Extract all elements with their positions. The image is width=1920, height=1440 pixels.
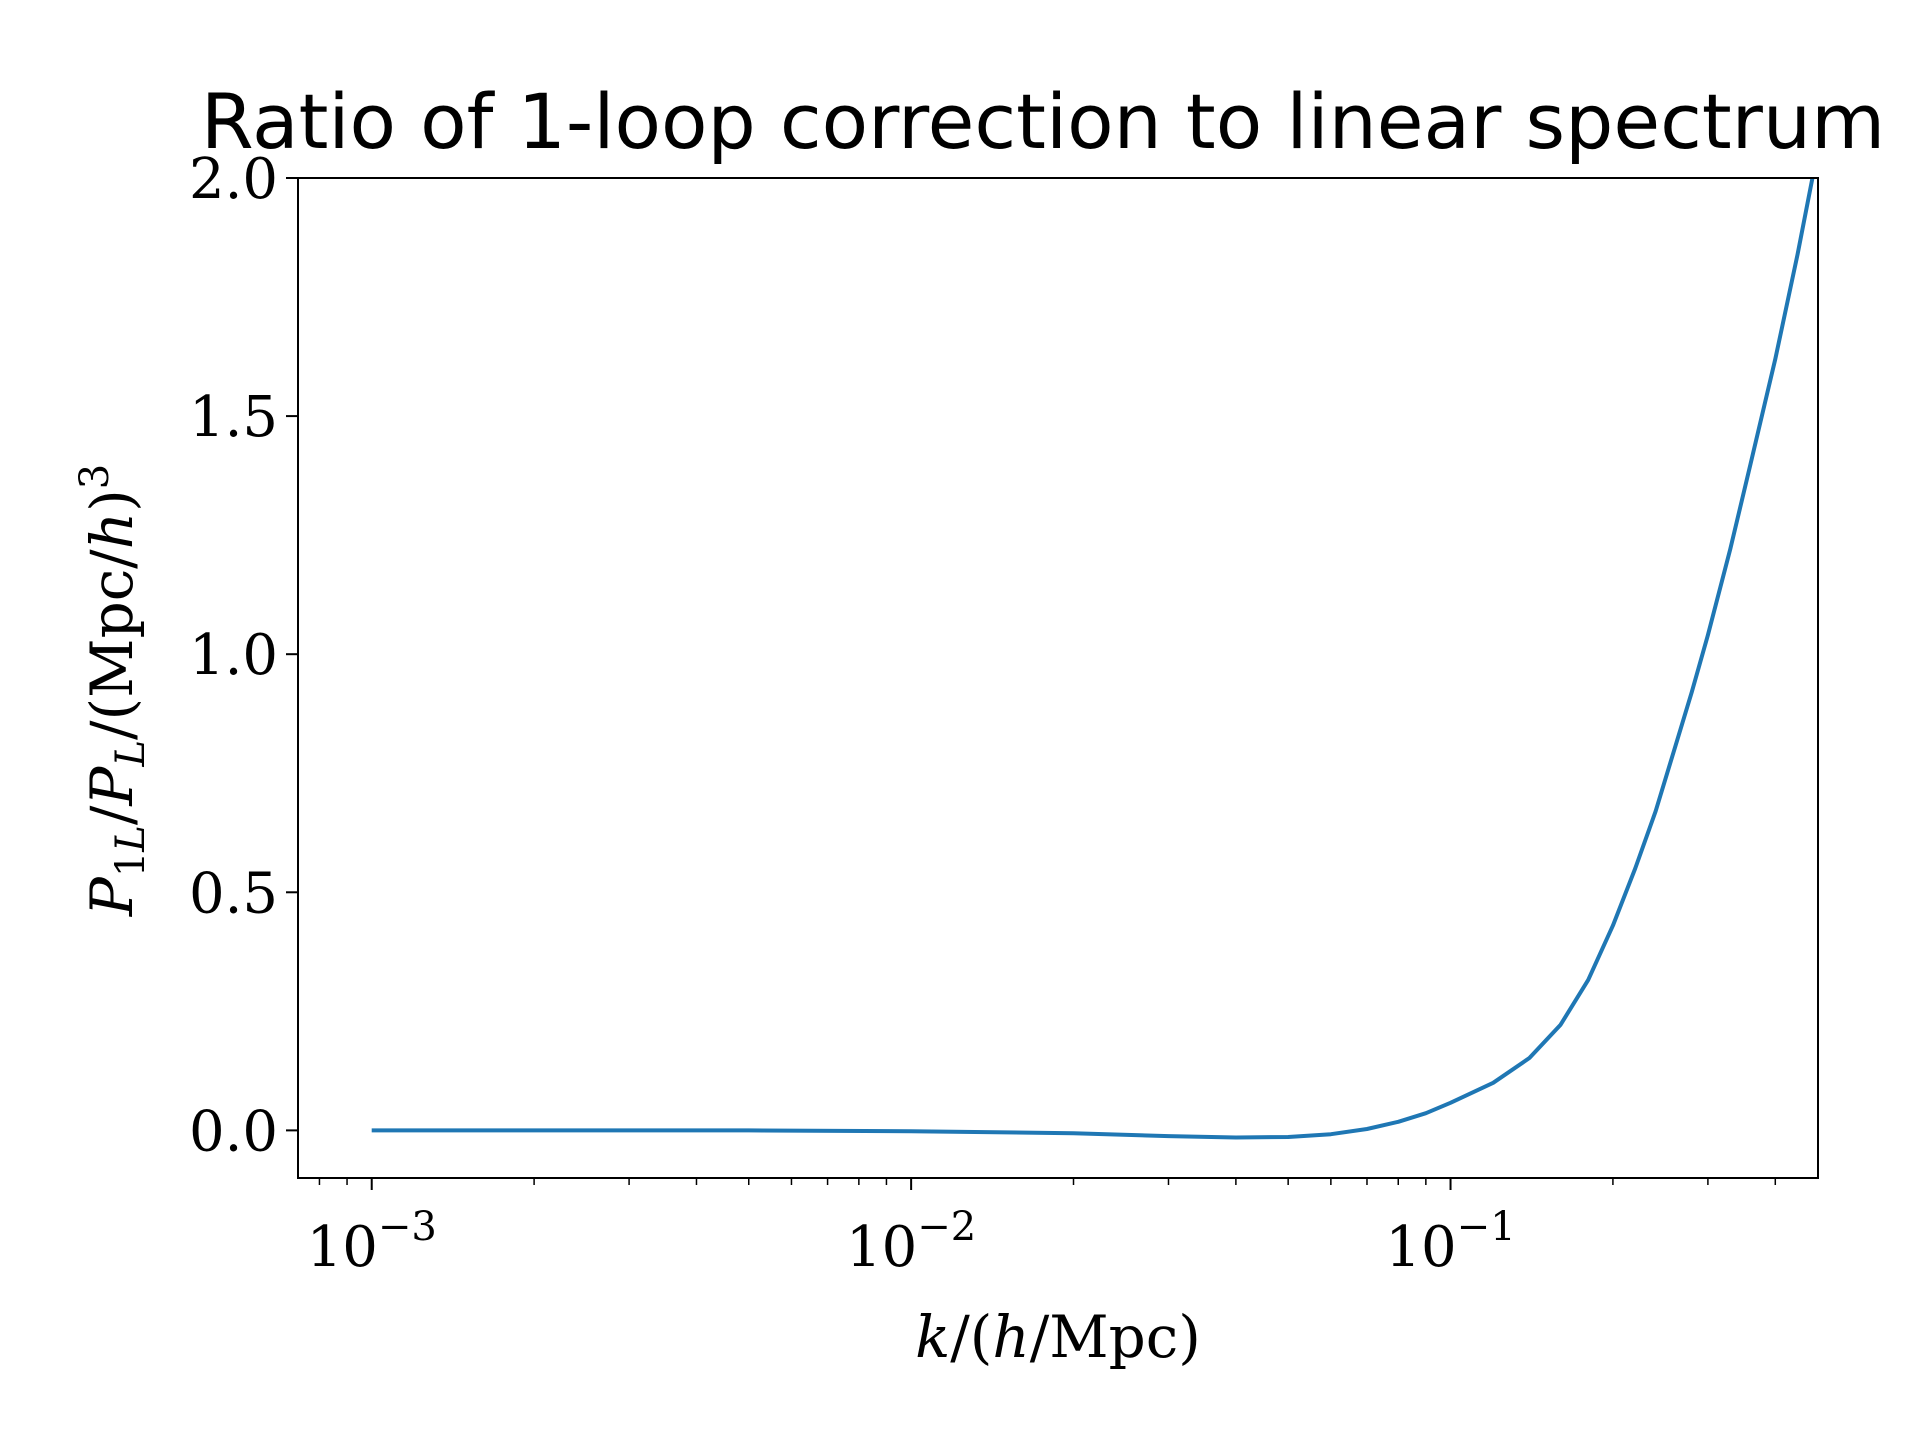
y-axis: 0.0 0.5 1.0 1.5 2.0	[189, 147, 298, 1164]
x-tick-label: 10−2	[846, 1204, 976, 1280]
y-axis-label: P1L/PL/(Mpc/h)3	[72, 464, 154, 917]
y-tick-label: 0.5	[189, 861, 278, 926]
x-axis-label: k/(h/Mpc)	[915, 1303, 1201, 1371]
x-axis: 10−3 10−2 10−1	[307, 1178, 1777, 1280]
y-tick-label: 1.0	[189, 623, 278, 688]
x-tick-label: 10−1	[1385, 1204, 1515, 1280]
series-line	[371, 178, 1815, 1140]
chart-title: Ratio of 1-loop correction to linear spe…	[201, 77, 1885, 166]
plot-frame	[297, 177, 1819, 1179]
y-tick-label: 1.5	[189, 385, 278, 450]
x-tick-label: 10−3	[307, 1204, 437, 1280]
plot-area	[297, 177, 1819, 1179]
y-tick-label: 2.0	[189, 147, 278, 212]
y-tick-label: 0.0	[189, 1099, 278, 1164]
